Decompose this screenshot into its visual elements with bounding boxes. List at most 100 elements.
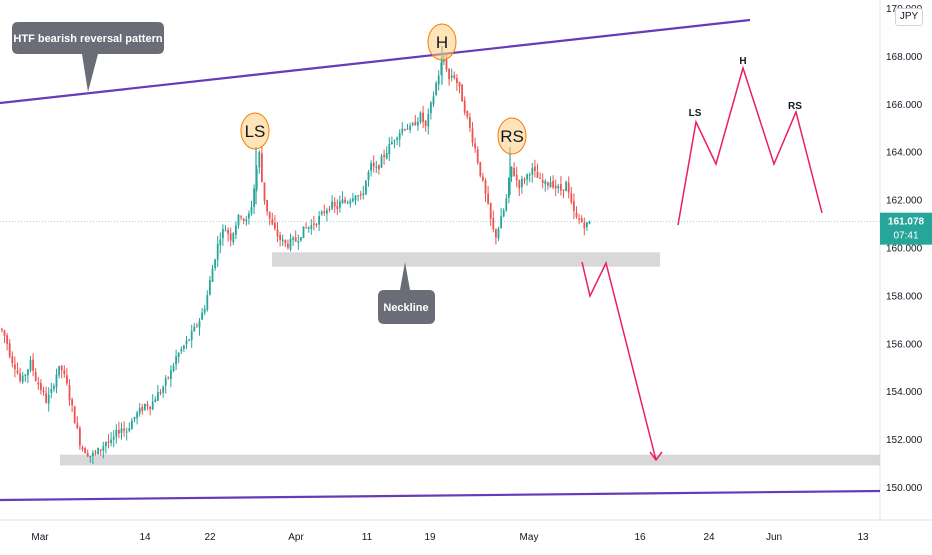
candle-body <box>554 185 557 189</box>
callout-htf-bubble <box>12 22 164 92</box>
candle-body <box>318 215 320 225</box>
candle-body <box>333 202 336 207</box>
candle-body <box>58 366 60 376</box>
candle-body <box>466 111 469 117</box>
candle-body <box>92 452 94 457</box>
time-axis[interactable]: Mar 14 22 Apr 11 19 May 16 24 Jun 13 <box>31 532 869 543</box>
candle-body <box>484 180 487 194</box>
candle-body <box>396 137 398 140</box>
candle-body <box>515 174 518 181</box>
candle-body <box>284 240 287 244</box>
candle-body <box>214 259 216 269</box>
candle-body <box>487 193 489 204</box>
candle-body <box>81 447 84 450</box>
candle-body <box>14 364 16 370</box>
callout-htf-text: HTF bearish reversal pattern <box>13 33 162 45</box>
candle-body <box>289 238 292 250</box>
candle-body <box>206 295 209 310</box>
candle-body <box>261 153 263 183</box>
candle-body <box>315 223 318 225</box>
candle-body <box>479 162 482 176</box>
y-tick-label: 166.000 <box>886 100 923 111</box>
candle-body <box>128 428 131 431</box>
candle-body <box>552 180 554 188</box>
candle-body <box>3 330 6 336</box>
candle-body <box>146 404 149 407</box>
candle-body <box>42 390 45 393</box>
candle-body <box>245 219 248 222</box>
countdown-value: 07:41 <box>893 231 918 242</box>
candle-body <box>294 237 297 242</box>
candle-body <box>232 233 235 243</box>
candle-body <box>180 348 183 352</box>
y-tick-label: 154.000 <box>886 387 923 398</box>
candle-body <box>328 208 331 210</box>
last-price-box <box>880 212 932 245</box>
y-tick-label: 164.000 <box>886 148 923 159</box>
candle-body <box>11 356 14 364</box>
x-tick-label: 24 <box>703 532 715 543</box>
y-tick-label: 150.000 <box>886 483 923 494</box>
candle-body <box>541 179 544 184</box>
candle-body <box>565 181 567 192</box>
projection-label-ls: LS <box>689 108 702 119</box>
candle-body <box>115 429 118 437</box>
candle-body <box>201 312 203 320</box>
candle-body <box>136 412 138 419</box>
candle-body <box>534 166 536 171</box>
candle-body <box>253 188 255 207</box>
candle-body <box>79 428 81 446</box>
candle-body <box>263 182 266 201</box>
candle-body <box>326 210 328 214</box>
candle-body <box>302 226 305 238</box>
candle-body <box>430 102 432 114</box>
candle-body <box>437 75 440 85</box>
candle-body <box>149 406 151 410</box>
candle-body <box>404 129 406 131</box>
candle-body <box>528 174 531 176</box>
candle-body <box>63 370 66 374</box>
candle-body <box>398 132 401 140</box>
candle-body <box>409 125 411 130</box>
x-tick-label: Mar <box>31 532 49 543</box>
candle-body <box>489 202 492 219</box>
neckline-zone <box>272 252 660 267</box>
candle-body <box>157 392 159 401</box>
pattern-circle-label-ls: LS <box>245 122 266 141</box>
callout-neckline-text: Neckline <box>383 302 428 314</box>
candle-body <box>544 181 547 185</box>
candle-body <box>167 377 170 379</box>
candle-body <box>235 225 237 235</box>
candle-body <box>586 222 588 228</box>
candle-body <box>570 193 573 203</box>
candle-body <box>526 174 528 180</box>
candle-body <box>24 374 27 376</box>
candle-body <box>292 237 294 240</box>
pattern-circle-label-rs: RS <box>500 127 524 146</box>
y-tick-label: 156.000 <box>886 339 923 350</box>
candle-body <box>448 68 450 80</box>
candle-body <box>216 243 219 260</box>
candle-body <box>372 162 375 167</box>
hs-projection-line <box>677 65 823 226</box>
candle-body <box>177 352 180 358</box>
candle-body <box>362 193 365 196</box>
candle-body <box>419 112 422 123</box>
candle-body <box>588 221 591 224</box>
candle-body <box>482 176 484 181</box>
currency-badge[interactable]: JPY <box>895 8 923 26</box>
candle-body <box>29 360 32 371</box>
candle-body <box>510 166 513 177</box>
candle-body <box>172 365 175 371</box>
candle-body <box>354 195 357 201</box>
candle-body <box>68 385 71 401</box>
candle-body <box>27 369 29 376</box>
candle-body <box>492 218 495 230</box>
price-axis[interactable]: 170.000168.000166.000164.000162.000160.0… <box>886 4 923 494</box>
candle-body <box>190 331 193 341</box>
candle-body <box>391 142 393 145</box>
candle-body <box>508 177 510 198</box>
pattern-circle-ls <box>240 112 270 150</box>
